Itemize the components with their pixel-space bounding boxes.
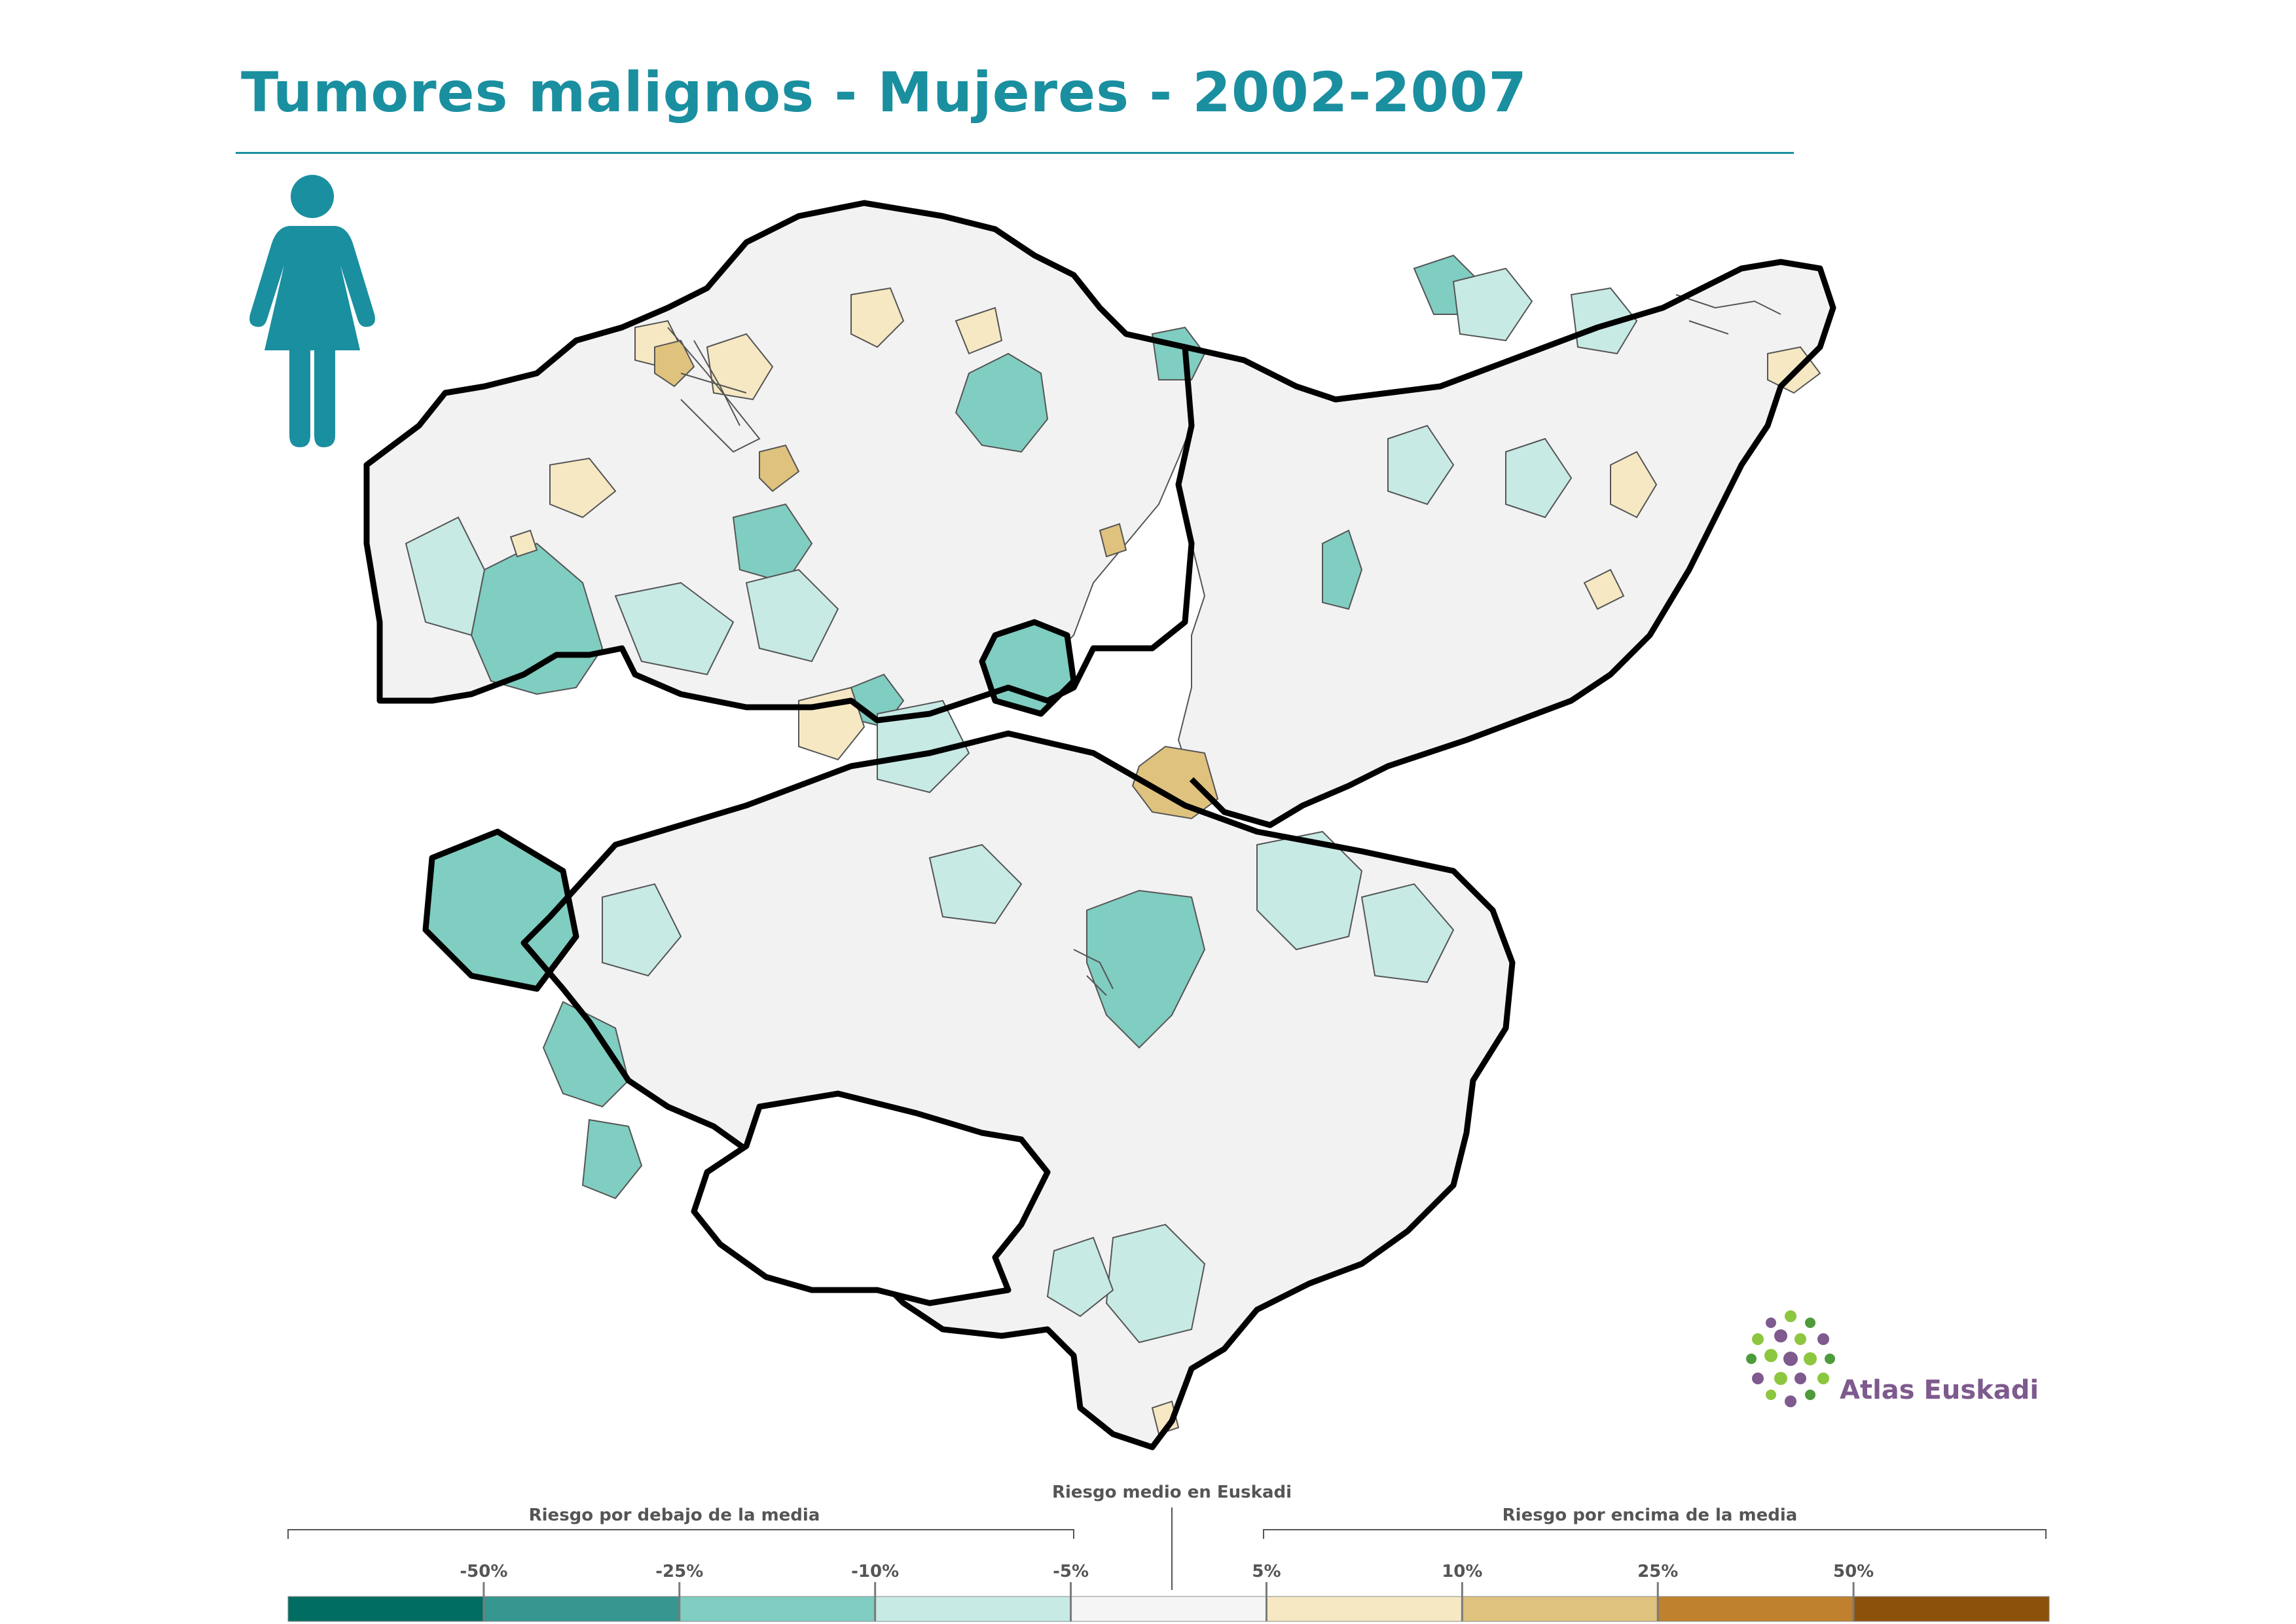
woman-icon — [249, 175, 375, 447]
muni-fill — [955, 306, 1003, 355]
legend-swatch — [1853, 1596, 2050, 1622]
legend-tick-label: -10% — [851, 1562, 899, 1581]
muni-fill — [1151, 1400, 1180, 1435]
muni-fill — [405, 516, 486, 637]
legend-swatch — [1070, 1596, 1267, 1622]
muni-fill — [1086, 889, 1206, 1049]
muni-fill — [745, 568, 839, 663]
muni-fill — [1452, 267, 1533, 342]
page-title: Tumores malignos - Mujeres - 2002-2007 — [241, 60, 1527, 124]
muni-fill — [1131, 745, 1219, 820]
legend-tick-label: 25% — [1637, 1562, 1678, 1581]
legend-swatch — [1657, 1596, 1854, 1622]
legend: Riesgo por debajo de la media Riesgo med… — [287, 1483, 2050, 1622]
region-base-araba — [522, 732, 1514, 1449]
legend-brackets — [287, 1507, 2047, 1590]
legend-tick-label: 10% — [1442, 1562, 1482, 1581]
muni-fill — [1505, 437, 1573, 519]
legend-swatch — [287, 1596, 484, 1622]
muni-fill — [759, 444, 800, 492]
muni-fill — [542, 1001, 630, 1108]
bizkaia-boundary — [363, 200, 1195, 724]
muni-fill — [1099, 523, 1127, 558]
legend-swatch — [875, 1596, 1072, 1622]
muni-fill — [1105, 1223, 1206, 1344]
legend-below-label: Riesgo por debajo de la media — [529, 1505, 820, 1525]
logo-label: Atlas Euskadi — [1840, 1375, 2039, 1405]
choropleth-map — [363, 200, 1836, 1450]
atlas-euskadi-logo — [1746, 1310, 1835, 1407]
legend-swatch — [679, 1596, 876, 1622]
enclave-boundary — [422, 828, 579, 992]
muni-fill — [877, 699, 970, 794]
legend-tick-label: -50% — [460, 1562, 507, 1581]
municipality-fills — [366, 202, 1834, 1449]
muni-fill — [1387, 424, 1455, 506]
legend-tick-label: -25% — [655, 1562, 703, 1581]
legend-tick-label: 50% — [1833, 1562, 1874, 1581]
muni-fill — [798, 686, 866, 761]
muni-fill — [581, 1118, 643, 1200]
legend-swatch — [1266, 1596, 1463, 1622]
muni-fill — [549, 457, 617, 519]
region-base-gipuzkoa — [1177, 261, 1834, 826]
muni-fill — [1360, 883, 1455, 984]
muni-fill — [1046, 1236, 1114, 1318]
legend-color-bar — [287, 1596, 2050, 1622]
legend-above-label: Riesgo por encima de la media — [1503, 1505, 1798, 1525]
urban-detail — [667, 294, 1781, 996]
legend-tick-label: 5% — [1252, 1562, 1281, 1581]
muni-fill — [706, 333, 774, 401]
muni-fill — [928, 843, 1023, 925]
muni-fill — [509, 529, 538, 558]
muni-fill — [1610, 451, 1658, 519]
muni-fill — [1256, 830, 1363, 951]
legend-swatch — [483, 1596, 680, 1622]
legend-swatch — [1461, 1596, 1658, 1622]
title-underline — [236, 152, 1794, 154]
muni-fill — [602, 883, 682, 977]
enclave-boundary — [979, 619, 1077, 717]
legend-mean-label: Riesgo medio en Euskadi — [1052, 1483, 1292, 1502]
muni-fill — [850, 287, 905, 348]
trevino-enclave — [691, 1090, 1051, 1306]
muni-fill — [732, 503, 813, 584]
legend-tick-label: -5% — [1053, 1562, 1089, 1581]
muni-fill — [955, 352, 1049, 453]
muni-fill — [614, 581, 735, 676]
muni-fill — [1583, 568, 1625, 610]
logo-dots — [1746, 1310, 1835, 1407]
gipuzkoa-boundary — [1184, 259, 1836, 828]
legend-ticks: -50% -25% -10% -5% 5% 10% 25% 50% — [460, 1562, 1874, 1621]
muni-fill — [1322, 529, 1363, 610]
